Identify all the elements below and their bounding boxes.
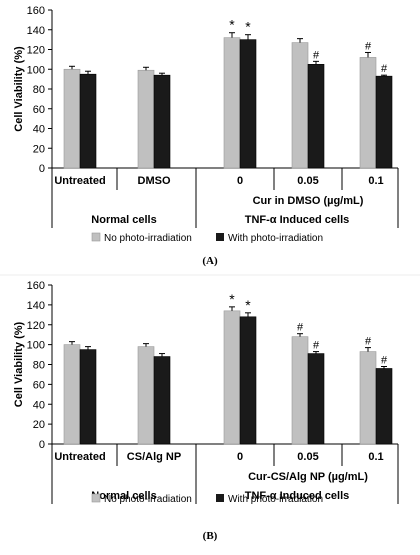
legend-swatch bbox=[216, 494, 224, 502]
y-tick-label: 160 bbox=[27, 5, 45, 17]
legend-swatch bbox=[91, 493, 101, 503]
significance-marker: # bbox=[365, 40, 372, 52]
x-tick-label: 0.05 bbox=[297, 451, 318, 463]
bar-no-irradiation bbox=[291, 42, 309, 169]
significance-marker: # bbox=[381, 63, 388, 75]
y-tick-label: 0 bbox=[39, 439, 45, 451]
y-tick-label: 60 bbox=[33, 104, 45, 116]
bar-no-irradiation bbox=[63, 344, 81, 445]
x-sub-label: Cur in DMSO (µg/mL) bbox=[253, 195, 364, 207]
bar-no-irradiation bbox=[137, 69, 155, 169]
x-group-label: TNF-α Induced cells bbox=[245, 490, 350, 502]
bar-with-irradiation bbox=[375, 75, 393, 169]
bar-with-irradiation bbox=[79, 73, 97, 169]
bar-with-irradiation bbox=[239, 316, 257, 445]
x-tick-label: 0.1 bbox=[368, 175, 383, 187]
bar-with-irradiation bbox=[79, 349, 97, 445]
x-tick-label: 0.05 bbox=[297, 175, 318, 187]
bar-with-irradiation bbox=[375, 368, 393, 445]
x-tick-label: 0 bbox=[237, 451, 243, 463]
y-tick-label: 20 bbox=[33, 143, 45, 155]
y-tick-label: 80 bbox=[33, 84, 45, 96]
legend-label: No photo-irradiation bbox=[104, 233, 192, 244]
bar-no-irradiation bbox=[359, 57, 377, 169]
x-tick-label: 0 bbox=[237, 175, 243, 187]
x-tick-label: Untreated bbox=[54, 451, 105, 463]
bar-with-irradiation bbox=[307, 64, 325, 169]
significance-marker: * bbox=[229, 291, 235, 307]
x-tick-label: 0.1 bbox=[368, 451, 383, 463]
significance-marker: # bbox=[313, 49, 320, 61]
bar-no-irradiation bbox=[223, 310, 241, 445]
y-tick-label: 120 bbox=[27, 45, 45, 57]
y-tick-label: 40 bbox=[33, 399, 45, 411]
x-sub-label: Cur-CS/Alg NP (µg/mL) bbox=[248, 471, 368, 483]
bar-with-irradiation bbox=[153, 74, 171, 169]
legend-swatch bbox=[216, 233, 224, 241]
x-tick-label: DMSO bbox=[138, 175, 171, 187]
x-tick-label: Untreated bbox=[54, 175, 105, 187]
y-tick-label: 80 bbox=[33, 360, 45, 372]
y-axis-title: Cell Viability (%) bbox=[13, 46, 25, 132]
legend-label: With photo-irradiation bbox=[228, 233, 323, 244]
y-tick-label: 160 bbox=[27, 280, 45, 292]
significance-marker: * bbox=[245, 297, 251, 313]
y-tick-label: 20 bbox=[33, 419, 45, 431]
y-tick-label: 0 bbox=[39, 163, 45, 175]
y-tick-label: 140 bbox=[27, 300, 45, 312]
bar-with-irradiation bbox=[153, 356, 171, 445]
bar-with-irradiation bbox=[307, 353, 325, 445]
x-tick-label: CS/Alg NP bbox=[127, 451, 181, 463]
y-tick-label: 60 bbox=[33, 379, 45, 391]
panel-label-a: (A) bbox=[202, 255, 218, 267]
y-tick-label: 120 bbox=[27, 320, 45, 332]
significance-marker: * bbox=[229, 17, 235, 33]
bar-no-irradiation bbox=[137, 346, 155, 445]
bar-no-irradiation bbox=[359, 351, 377, 445]
bar-no-irradiation bbox=[63, 68, 81, 169]
y-axis-title: Cell Viability (%) bbox=[13, 321, 25, 407]
legend-label: No photo-irradiation bbox=[104, 494, 192, 505]
y-tick-label: 100 bbox=[27, 340, 45, 352]
bar-no-irradiation bbox=[291, 336, 309, 445]
legend-swatch bbox=[91, 232, 101, 242]
x-group-label: TNF-α Induced cells bbox=[245, 214, 350, 226]
panel-label-b: (B) bbox=[202, 530, 218, 542]
significance-marker: * bbox=[245, 19, 251, 35]
y-tick-label: 140 bbox=[27, 25, 45, 37]
bar-with-irradiation bbox=[239, 39, 257, 169]
significance-marker: # bbox=[297, 322, 304, 334]
x-group-label: Normal cells bbox=[91, 490, 156, 502]
y-tick-label: 100 bbox=[27, 64, 45, 76]
legend-label: With photo-irradiation bbox=[228, 494, 323, 505]
significance-marker: # bbox=[313, 340, 320, 352]
significance-marker: # bbox=[365, 336, 372, 348]
y-tick-label: 40 bbox=[33, 124, 45, 136]
x-group-label: Normal cells bbox=[91, 214, 156, 226]
significance-marker: # bbox=[381, 354, 388, 366]
bar-no-irradiation bbox=[223, 37, 241, 169]
